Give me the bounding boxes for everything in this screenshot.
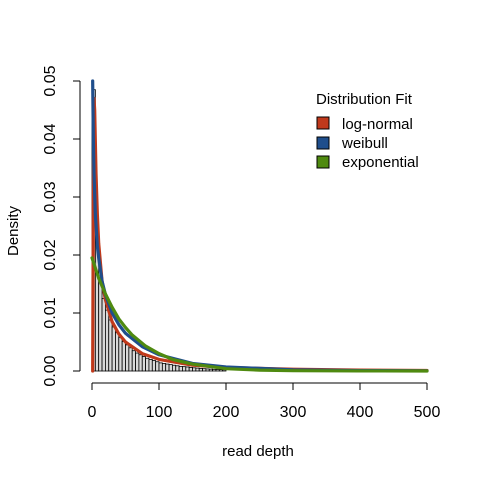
- legend-swatch-weibull: [316, 136, 330, 150]
- histogram-bar: [185, 366, 190, 372]
- series-line-weibull: [91, 79, 429, 373]
- y-tick-label: 0.00: [42, 355, 59, 386]
- histogram-bar: [101, 298, 106, 372]
- histogram-bar: [148, 358, 153, 372]
- histogram-bar: [98, 280, 103, 372]
- histogram-bar: [128, 347, 133, 372]
- x-tick-label: 400: [347, 404, 374, 421]
- legend-label-log-normal: log-normal: [342, 116, 413, 133]
- y-tick-label: 0.05: [42, 65, 59, 96]
- y-axis: 0.00 0.01 0.02 0.03 0.04 0.05: [42, 65, 81, 387]
- histogram-bar: [215, 369, 220, 372]
- histogram-bar: [155, 361, 160, 372]
- legend-title: Distribution Fit: [316, 91, 413, 108]
- histogram-bar: [205, 368, 210, 372]
- histogram-bar: [141, 356, 146, 372]
- histogram-bar: [131, 350, 136, 372]
- histogram-bar: [188, 367, 193, 372]
- legend-swatch-exponential: [316, 155, 330, 169]
- histogram-bar: [202, 368, 207, 372]
- histogram-bar: [208, 368, 213, 372]
- legend-swatch-log-normal: [316, 116, 330, 130]
- histogram-bar: [171, 364, 177, 372]
- fit-curves: [90, 79, 429, 373]
- x-tick-label: 100: [146, 404, 173, 421]
- histogram-bar: [105, 309, 110, 372]
- x-axis: 0 100 200 300 400 500: [88, 382, 441, 421]
- x-tick-label: 200: [213, 404, 240, 421]
- histogram-bar: [218, 369, 224, 372]
- histogram-bar: [175, 365, 180, 372]
- histogram-bar: [158, 362, 163, 372]
- histogram-bar: [182, 366, 187, 372]
- histogram-bar: [118, 336, 123, 372]
- y-tick-label: 0.03: [42, 181, 59, 212]
- x-axis-title: read depth: [222, 443, 294, 460]
- legend: Distribution Fit log-normal weibull expo…: [316, 91, 419, 171]
- histogram-bar: [165, 363, 170, 372]
- histogram-bar: [195, 367, 200, 372]
- x-tick-label: 0: [88, 404, 97, 421]
- histogram-bar: [212, 368, 217, 372]
- histogram-bar: [145, 357, 150, 372]
- histogram-bar: [108, 319, 113, 372]
- x-tick-label: 300: [280, 404, 307, 421]
- y-tick-label: 0.02: [42, 239, 59, 270]
- y-tick-label: 0.01: [42, 297, 59, 328]
- histogram-bar: [125, 344, 130, 372]
- histogram-bar: [121, 341, 126, 372]
- histogram-bar: [161, 363, 167, 372]
- y-tick-label: 0.04: [42, 123, 59, 154]
- histogram-bar: [135, 352, 140, 372]
- histogram-bar: [192, 367, 197, 372]
- histogram-bar: [115, 332, 120, 372]
- histogram-bar: [178, 365, 183, 372]
- series-line-exponential: [90, 256, 429, 373]
- histogram-bar: [111, 326, 116, 372]
- legend-label-exponential: exponential: [342, 154, 419, 171]
- legend-label-weibull: weibull: [341, 135, 388, 152]
- x-tick-label: 500: [414, 404, 441, 421]
- histogram-bar: [151, 360, 157, 372]
- histogram-bar: [138, 354, 143, 372]
- histogram-bar: [198, 367, 203, 372]
- y-axis-title: Density: [5, 205, 22, 256]
- histogram-bar: [168, 364, 173, 372]
